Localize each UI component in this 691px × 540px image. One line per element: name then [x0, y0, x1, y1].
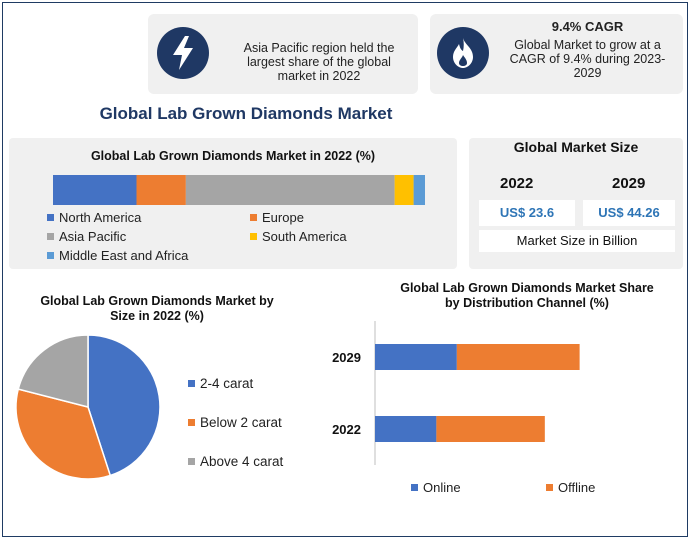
- market-size-panel: Global Market Size 2022 2029 US$ 23.6 US…: [469, 138, 683, 269]
- regional-stacked-bar: [53, 175, 425, 205]
- regional-share-panel: Global Lab Grown Diamonds Market in 2022…: [9, 138, 457, 269]
- pie-chart-title: Global Lab Grown Diamonds Market by Size…: [40, 294, 274, 323]
- size-pie-chart: [15, 334, 161, 480]
- market-size-2022: US$ 23.6: [479, 200, 575, 226]
- legend-south-america: South America: [250, 229, 347, 244]
- pie-slice-above-4-carat: [17, 334, 89, 408]
- cagr-text: Global Market to grow at a CAGR of 9.4% …: [509, 38, 666, 80]
- year-2029: 2029: [612, 175, 646, 192]
- regional-chart-title: Global Lab Grown Diamonds Market in 2022…: [90, 149, 376, 163]
- legend-above-4-carat: Above 4 carat: [188, 454, 283, 469]
- channel-chart-title: Global Lab Grown Diamonds Market Share b…: [400, 281, 654, 310]
- bar-segment-europe: [136, 175, 186, 205]
- legend-offline: Offline: [546, 480, 595, 495]
- category-label-2022: 2022: [332, 422, 361, 437]
- pie-slice-2-4-carat: [87, 334, 161, 477]
- bar-segment-north-america: [53, 175, 137, 205]
- info-card-text: Asia Pacific region held the largest sha…: [243, 41, 395, 83]
- cagr-title: 9.4% CAGR: [551, 19, 624, 34]
- lightning-icon: [157, 27, 209, 79]
- channel-stacked-bar-chart: 2029 2022: [332, 321, 580, 465]
- legend-mea: Middle East and Africa: [47, 248, 188, 263]
- pie-slice-below-2-carat: [15, 388, 112, 480]
- bar-online-2022: [375, 416, 437, 442]
- market-size-2029: US$ 44.26: [583, 200, 675, 226]
- bar-segment-middle-east-and-africa: [413, 175, 425, 205]
- info-card-asia-pacific: Asia Pacific region held the largest sha…: [148, 14, 418, 94]
- legend-north-america: North America: [47, 210, 141, 225]
- bar-offline-2022: [436, 416, 545, 442]
- flame-icon: [437, 27, 489, 79]
- bar-offline-2029: [456, 344, 580, 370]
- legend-online: Online: [411, 480, 461, 495]
- bar-segment-south-america: [394, 175, 414, 205]
- bar-segment-asia-pacific: [185, 175, 395, 205]
- legend-asia-pacific: Asia Pacific: [47, 229, 126, 244]
- market-size-title: Global Market Size: [513, 139, 639, 155]
- legend-below-2-carat: Below 2 carat: [188, 415, 282, 430]
- bar-online-2029: [375, 344, 457, 370]
- year-2022: 2022: [500, 175, 534, 192]
- main-title: Global Lab Grown Diamonds Market: [99, 104, 393, 123]
- info-card-cagr: 9.4% CAGR Global Market to grow at a CAG…: [430, 14, 683, 94]
- category-label-2029: 2029: [332, 350, 361, 365]
- market-size-unit: Market Size in Billion: [479, 230, 675, 252]
- legend-europe: Europe: [250, 210, 304, 225]
- legend-2-4-carat: 2-4 carat: [188, 376, 253, 391]
